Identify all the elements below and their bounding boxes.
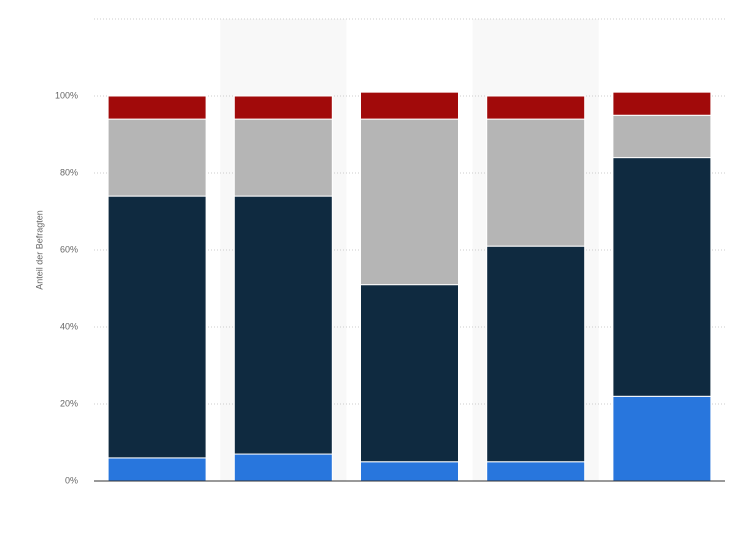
bar-segment <box>360 91 459 120</box>
bar-segment <box>486 245 586 463</box>
bar-segment <box>233 195 333 455</box>
bar-segment <box>360 461 459 482</box>
bar-segment <box>612 395 712 482</box>
bar-segment <box>107 457 207 482</box>
bar-segment <box>107 195 207 459</box>
bar-segment <box>360 284 459 463</box>
bar-segment <box>612 91 712 116</box>
y-tick-label: 40% <box>60 321 78 331</box>
y-tick-label: 100% <box>55 90 78 100</box>
y-tick-label: 80% <box>60 167 78 177</box>
bar-segment <box>233 118 333 197</box>
bar-segment <box>233 453 333 482</box>
bar-segment <box>107 95 207 120</box>
y-axis-label: Anteil der Befragten <box>34 210 44 290</box>
bar-segment <box>486 461 586 482</box>
bar-segment <box>233 95 333 120</box>
bar-segment <box>486 118 586 247</box>
y-tick-label: 60% <box>60 244 78 254</box>
bar-segment <box>486 95 586 120</box>
y-tick-label: 20% <box>60 398 78 408</box>
bar-segment <box>612 157 712 397</box>
bar-segment <box>360 118 459 286</box>
bar-segment <box>612 114 712 159</box>
bar-segment <box>107 118 207 197</box>
y-tick-label: 0% <box>65 475 78 485</box>
